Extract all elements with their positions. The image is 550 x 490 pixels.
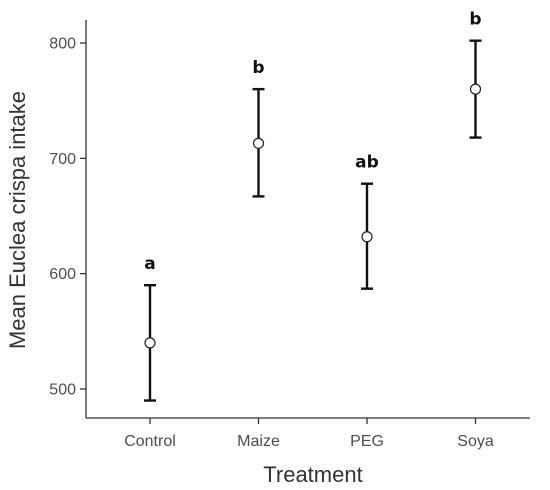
significance-label-control: a [144,254,155,274]
y-tick-label: 800 [49,36,76,53]
y-tick-label: 500 [49,382,76,399]
x-axis-title: Treatment [263,462,362,487]
y-axis-title: Mean Euclea crispa intake [5,91,30,349]
data-point-control [144,337,156,349]
data-point-peg [361,231,373,243]
data-point-soya [469,83,482,95]
x-axis: Control Maize PEG Soya [86,417,530,450]
x-tick-label-control: Control [124,433,176,450]
significance-label-peg: ab [355,153,379,173]
y-tick-label: 700 [49,151,76,168]
y-axis: 500 600 700 800 [49,20,87,418]
significance-label-maize: b [252,58,264,78]
x-tick-label-peg: PEG [350,433,384,450]
x-tick-label-maize: Maize [237,433,280,450]
x-tick-label-soya: Soya [457,433,494,450]
data-point-maize [252,137,265,149]
y-tick-label: 600 [49,266,76,283]
significance-label-soya: b [469,10,481,30]
